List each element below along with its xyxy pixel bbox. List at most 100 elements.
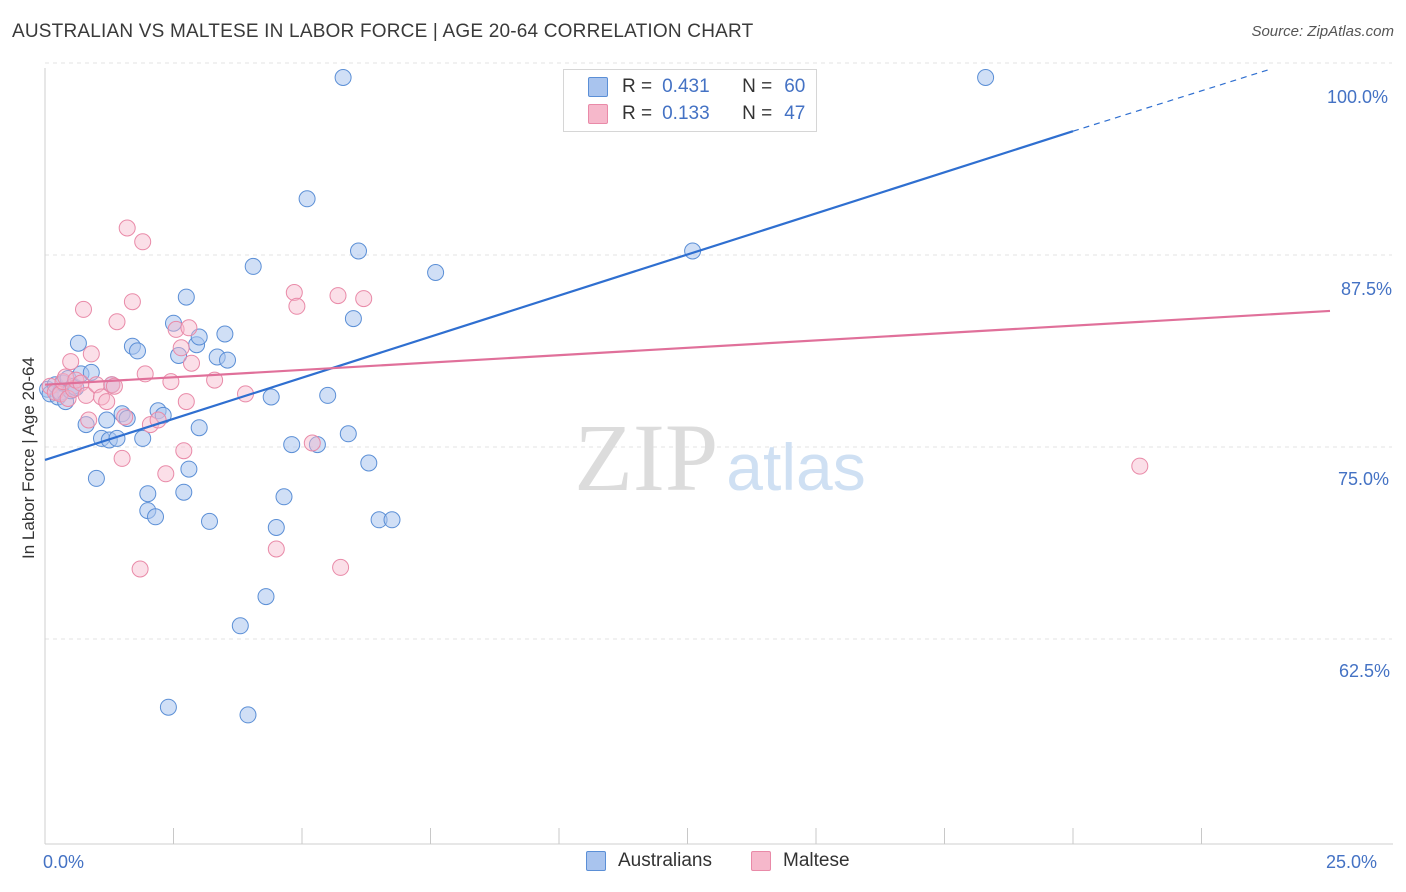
maltese-point (355, 290, 373, 308)
maltese-point (134, 233, 152, 251)
australian-point (87, 469, 105, 487)
maltese-point (123, 293, 141, 311)
australian-point (129, 342, 146, 360)
australian-point (139, 485, 157, 503)
australian-point (360, 454, 378, 472)
australian-point (69, 334, 87, 352)
maltese-point (62, 353, 80, 371)
maltese-point (59, 390, 77, 407)
maltese-point (118, 219, 136, 237)
australian-point (190, 419, 208, 437)
maltese-point (303, 434, 321, 452)
y-axis-label: In Labor Force | Age 20-64 (19, 357, 38, 559)
australian-point (344, 310, 362, 328)
legend-r-label: R = (622, 103, 653, 124)
australian-point (257, 588, 275, 606)
maltese-point (105, 377, 123, 395)
legend-r-label: R = (622, 76, 653, 97)
gridlines (45, 62, 1392, 640)
australian-point (427, 264, 445, 281)
maltese-trend-line (44, 309, 1331, 386)
maltese-point (75, 300, 92, 318)
legend-n-label: N = (742, 103, 773, 124)
australian-point (298, 190, 316, 208)
australian-point (334, 69, 352, 86)
maltese-point (332, 558, 350, 576)
y-tick-label: 62.5% (1339, 661, 1391, 681)
watermark-atlas: atlas (726, 430, 865, 504)
maltese-point (57, 368, 75, 386)
australian-point (134, 429, 152, 447)
australian-point (319, 386, 337, 404)
maltese-point (183, 354, 200, 372)
australian-point (118, 410, 136, 427)
maltese-point (93, 388, 110, 406)
legend-row-maltese: R = 0.133 N = 47 (588, 102, 805, 126)
maltese-point (82, 345, 100, 363)
australian-point (267, 519, 285, 536)
australian-point (219, 351, 236, 369)
maltese-point (177, 393, 195, 411)
australian-point (175, 483, 193, 501)
australian-point (180, 460, 198, 478)
maltese-points (41, 219, 1149, 578)
legend-row-australians: R = 0.431 N = 60 (588, 75, 805, 99)
maltese-point (162, 373, 180, 391)
legend-r-value: 0.431 (662, 76, 710, 97)
legend-n-value: 47 (784, 103, 806, 124)
watermark: ZIP atlas (574, 404, 865, 511)
maltese-point (288, 297, 306, 315)
australian-point (383, 511, 401, 529)
maltese-point (108, 313, 126, 331)
australians-trend-line (44, 130, 1074, 461)
maltese-point (157, 465, 175, 483)
maltese-point (167, 320, 185, 338)
australian-point (275, 488, 293, 506)
y-tick-label: 87.5% (1341, 279, 1393, 299)
legend-r-value: 0.133 (662, 103, 710, 124)
maltese-point (267, 540, 285, 558)
legend-maltese: Maltese (751, 850, 850, 872)
maltese-point (285, 284, 303, 301)
y-tick-label: 100.0% (1327, 87, 1389, 107)
legend-swatch-blue (586, 851, 606, 871)
australian-point (159, 698, 177, 716)
australian-point (77, 416, 95, 434)
australian-point (350, 242, 367, 260)
maltese-point (116, 408, 134, 426)
legend-swatch-blue (588, 77, 608, 97)
australian-point (977, 69, 995, 86)
australian-point (231, 617, 249, 635)
maltese-point (180, 319, 198, 337)
maltese-point (1131, 457, 1149, 475)
maltese-point (329, 287, 347, 305)
maltese-point (131, 560, 149, 578)
australian-point (339, 425, 357, 443)
australian-point (239, 706, 257, 724)
legend-swatch-pink (588, 104, 608, 124)
legend-label-australians: Australians (618, 850, 712, 871)
australian-point (262, 388, 280, 406)
australian-point (154, 406, 172, 424)
maltese-point (80, 411, 98, 429)
y-tick-label: 75.0% (1338, 469, 1390, 489)
australian-point (244, 257, 262, 275)
legend-australians: Australians (586, 850, 712, 872)
legend-n-label: N = (742, 76, 773, 97)
x-tick-label: 25.0% (1326, 852, 1378, 872)
source-credit: Source: ZipAtlas.com (1251, 23, 1394, 40)
australians-trend-extension (1072, 69, 1269, 132)
legend-n-value: 60 (784, 76, 806, 97)
australian-point (216, 325, 234, 343)
legend-swatch-pink (751, 851, 771, 871)
australian-point (283, 436, 301, 454)
chart-title: AUSTRALIAN VS MALTESE IN LABOR FORCE | A… (12, 21, 754, 42)
maltese-point (175, 442, 193, 460)
australian-point (98, 411, 116, 429)
legend-label-maltese: Maltese (783, 850, 850, 871)
maltese-point (172, 339, 190, 357)
axes (44, 68, 1393, 845)
watermark-zip: ZIP (574, 404, 718, 511)
trend-lines (44, 69, 1331, 461)
stats-legend: R = 0.431 N = 60 R = 0.133 N = 47 (563, 69, 817, 132)
